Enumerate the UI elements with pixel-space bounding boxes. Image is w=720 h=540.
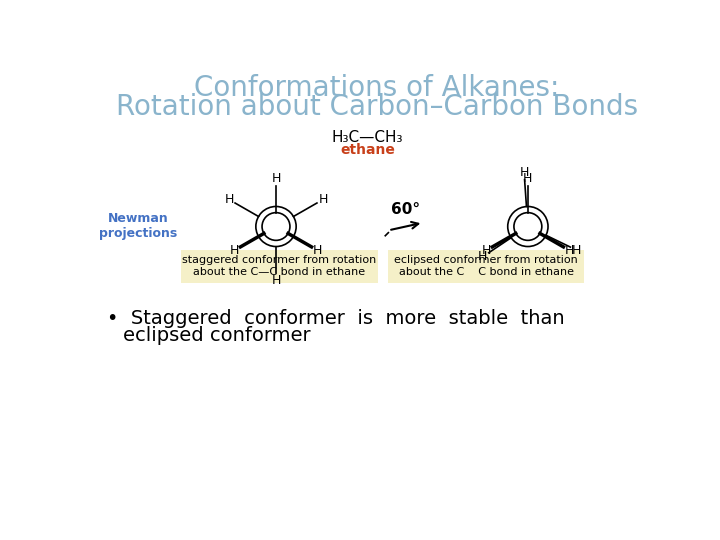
Text: H: H xyxy=(478,250,487,263)
Text: H: H xyxy=(482,244,491,257)
Text: H: H xyxy=(225,193,234,206)
Text: about the C—C bond in ethane: about the C—C bond in ethane xyxy=(193,267,365,277)
Text: staggered conformer from rotation: staggered conformer from rotation xyxy=(182,255,377,265)
Text: H: H xyxy=(318,193,328,206)
Text: H: H xyxy=(523,172,533,185)
Text: H: H xyxy=(230,244,239,257)
Text: H: H xyxy=(564,244,574,257)
Text: H: H xyxy=(572,244,581,256)
Circle shape xyxy=(262,213,290,240)
Text: 60°: 60° xyxy=(391,202,420,217)
Text: H: H xyxy=(271,274,281,287)
Text: eclipsed conformer: eclipsed conformer xyxy=(122,326,310,346)
Text: eclipsed conformer from rotation: eclipsed conformer from rotation xyxy=(394,255,578,265)
Text: ethane: ethane xyxy=(340,143,395,157)
Text: Conformations of Alkanes:: Conformations of Alkanes: xyxy=(194,74,559,102)
FancyBboxPatch shape xyxy=(387,251,585,283)
Text: H: H xyxy=(271,172,281,185)
Text: H: H xyxy=(519,166,528,179)
Text: •  Staggered  conformer  is  more  stable  than: • Staggered conformer is more stable tha… xyxy=(107,309,564,328)
Text: about the C    C bond in ethane: about the C C bond in ethane xyxy=(399,267,574,277)
FancyBboxPatch shape xyxy=(181,251,377,283)
Text: Rotation about Carbon–Carbon Bonds: Rotation about Carbon–Carbon Bonds xyxy=(116,93,638,121)
Text: H₃C—CH₃: H₃C—CH₃ xyxy=(332,131,403,145)
Circle shape xyxy=(514,213,542,240)
Text: H: H xyxy=(313,244,323,257)
Text: Newman
projections: Newman projections xyxy=(99,213,177,240)
